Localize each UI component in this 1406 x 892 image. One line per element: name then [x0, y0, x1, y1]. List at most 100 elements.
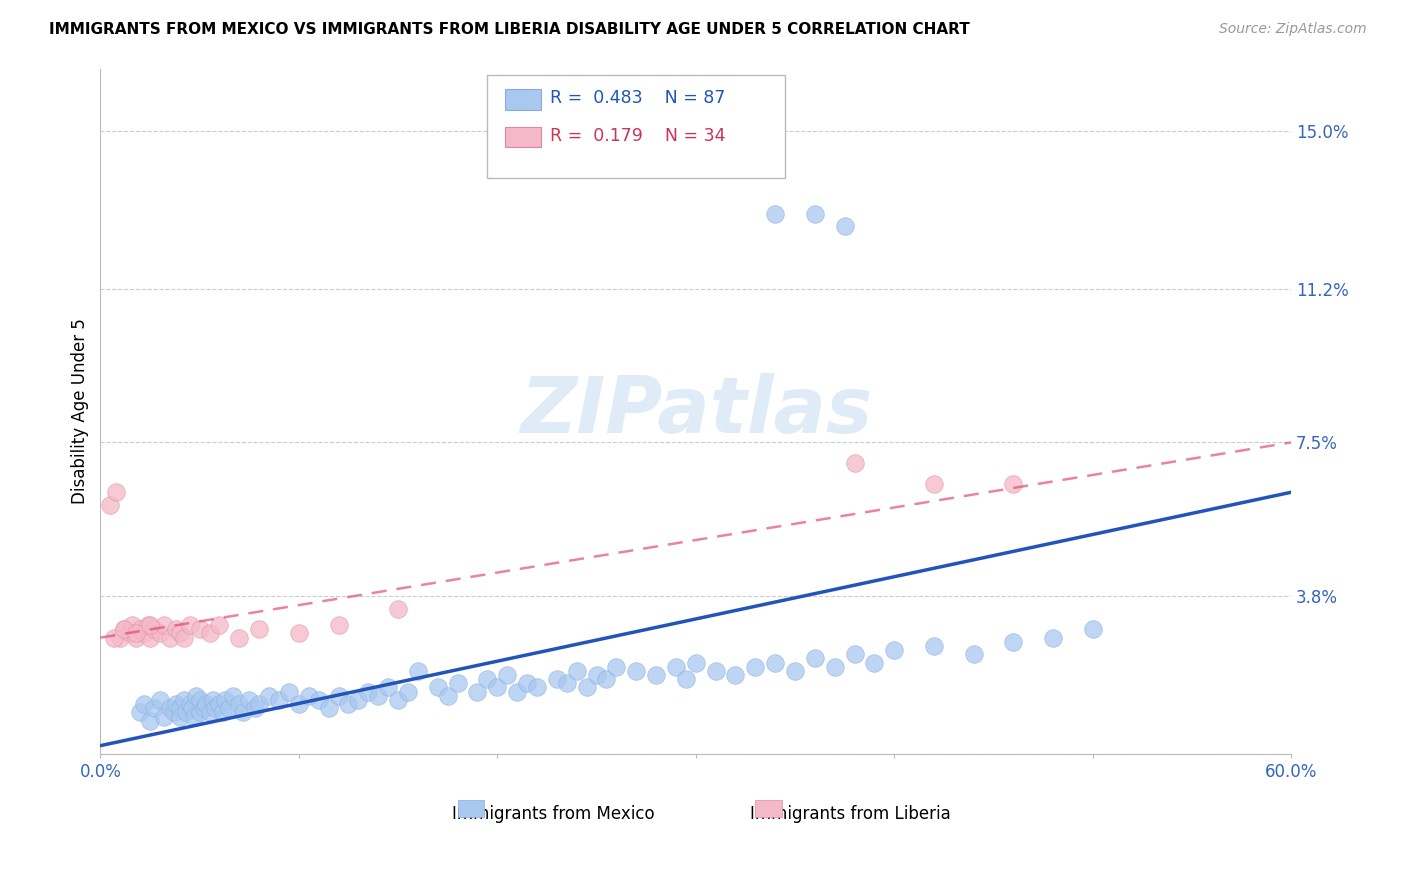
- Point: [605, 659, 627, 673]
- Point: [169, 701, 191, 715]
- Point: [184, 689, 207, 703]
- Point: [173, 631, 195, 645]
- Point: [179, 618, 201, 632]
- FancyBboxPatch shape: [505, 89, 541, 110]
- Point: [208, 697, 231, 711]
- Y-axis label: Disability Age Under 5: Disability Age Under 5: [72, 318, 89, 504]
- Point: [139, 714, 162, 728]
- Point: [298, 689, 321, 703]
- Point: [575, 681, 598, 695]
- Point: [277, 684, 299, 698]
- Point: [257, 689, 280, 703]
- Text: R =  0.483    N = 87: R = 0.483 N = 87: [551, 89, 725, 107]
- Point: [387, 693, 409, 707]
- Point: [108, 631, 131, 645]
- Point: [565, 664, 588, 678]
- Point: [153, 618, 176, 632]
- Point: [169, 709, 191, 723]
- Text: ZIPatlas: ZIPatlas: [520, 373, 872, 450]
- Text: Source: ZipAtlas.com: Source: ZipAtlas.com: [1219, 22, 1367, 37]
- Point: [136, 618, 159, 632]
- Point: [214, 693, 236, 707]
- Point: [103, 631, 125, 645]
- Text: R =  0.179    N = 34: R = 0.179 N = 34: [551, 127, 725, 145]
- Point: [922, 477, 945, 491]
- Point: [112, 623, 135, 637]
- Point: [149, 693, 172, 707]
- Point: [546, 672, 568, 686]
- Point: [159, 631, 181, 645]
- Point: [824, 659, 846, 673]
- Point: [347, 693, 370, 707]
- Point: [173, 693, 195, 707]
- Point: [704, 664, 727, 678]
- Point: [218, 701, 240, 715]
- Point: [222, 689, 245, 703]
- Point: [645, 668, 668, 682]
- Point: [174, 706, 197, 720]
- Text: IMMIGRANTS FROM MEXICO VS IMMIGRANTS FROM LIBERIA DISABILITY AGE UNDER 5 CORRELA: IMMIGRANTS FROM MEXICO VS IMMIGRANTS FRO…: [49, 22, 970, 37]
- Point: [406, 664, 429, 678]
- Point: [744, 659, 766, 673]
- Point: [665, 659, 688, 673]
- Point: [132, 626, 155, 640]
- Point: [1002, 635, 1025, 649]
- Point: [120, 626, 142, 640]
- Point: [863, 656, 886, 670]
- Point: [165, 697, 187, 711]
- Point: [228, 697, 250, 711]
- Point: [165, 623, 187, 637]
- Point: [212, 706, 235, 720]
- Point: [377, 681, 399, 695]
- Point: [238, 693, 260, 707]
- Point: [139, 618, 162, 632]
- Point: [555, 676, 578, 690]
- Point: [585, 668, 607, 682]
- Point: [328, 689, 350, 703]
- Text: Immigrants from Mexico: Immigrants from Mexico: [451, 805, 654, 823]
- Point: [506, 684, 529, 698]
- Point: [202, 693, 225, 707]
- Point: [396, 684, 419, 698]
- Point: [844, 647, 866, 661]
- Point: [169, 626, 191, 640]
- Point: [129, 623, 152, 637]
- Point: [804, 207, 827, 221]
- FancyBboxPatch shape: [505, 127, 541, 147]
- Point: [288, 697, 311, 711]
- Point: [763, 207, 786, 221]
- Point: [267, 693, 290, 707]
- Point: [208, 618, 231, 632]
- Point: [112, 623, 135, 637]
- Point: [228, 631, 250, 645]
- Point: [129, 706, 152, 720]
- Point: [1081, 623, 1104, 637]
- Point: [132, 697, 155, 711]
- Point: [685, 656, 707, 670]
- Point: [247, 697, 270, 711]
- Point: [142, 623, 165, 637]
- FancyBboxPatch shape: [488, 76, 785, 178]
- Point: [288, 626, 311, 640]
- Point: [188, 623, 211, 637]
- Point: [142, 701, 165, 715]
- Point: [328, 618, 350, 632]
- Point: [193, 701, 215, 715]
- Point: [883, 643, 905, 657]
- Point: [232, 706, 254, 720]
- Point: [125, 626, 148, 640]
- Point: [516, 676, 538, 690]
- Point: [367, 689, 389, 703]
- Point: [308, 693, 330, 707]
- Point: [247, 623, 270, 637]
- Point: [724, 668, 747, 682]
- Point: [194, 697, 217, 711]
- Point: [962, 647, 984, 661]
- Point: [159, 701, 181, 715]
- Point: [467, 684, 489, 698]
- Point: [387, 601, 409, 615]
- Point: [922, 639, 945, 653]
- Point: [204, 701, 226, 715]
- Point: [763, 656, 786, 670]
- Point: [526, 681, 548, 695]
